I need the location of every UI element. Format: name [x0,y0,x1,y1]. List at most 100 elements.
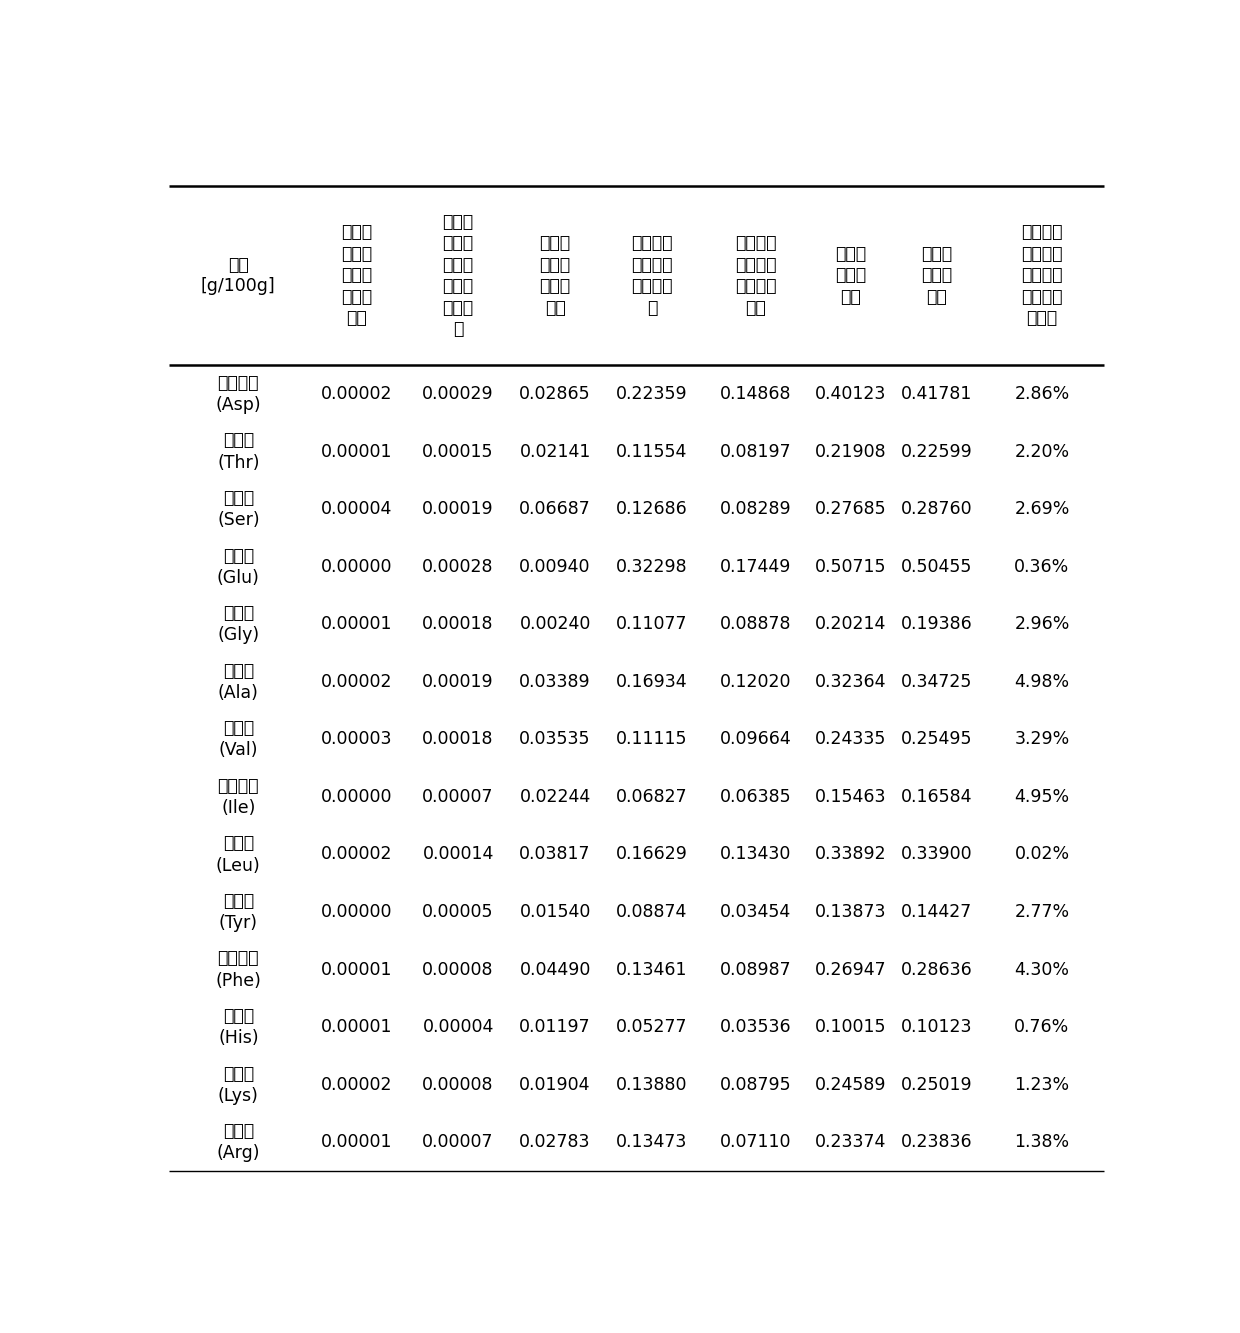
Text: 苏氨酸
(Thr): 苏氨酸 (Thr) [217,432,259,472]
Text: 4.95%: 4.95% [1014,788,1070,806]
Text: 0.03454: 0.03454 [719,902,791,921]
Text: 0.16934: 0.16934 [616,673,688,690]
Text: 0.13430: 0.13430 [719,845,791,864]
Text: 0.08987: 0.08987 [719,961,791,978]
Text: 亮氨酸
(Leu): 亮氨酸 (Leu) [216,834,260,874]
Text: 0.00002: 0.00002 [321,845,393,864]
Text: 0.00019: 0.00019 [423,500,494,519]
Text: 0.33892: 0.33892 [815,845,887,864]
Text: 0.04490: 0.04490 [520,961,590,978]
Text: 0.03389: 0.03389 [520,673,591,690]
Text: 0.22599: 0.22599 [900,443,972,461]
Text: 0.13880: 0.13880 [616,1076,688,1093]
Text: 0.12020: 0.12020 [719,673,791,690]
Text: 0.00002: 0.00002 [321,673,393,690]
Text: 0.02%: 0.02% [1014,845,1070,864]
Text: 天冬氨酸
(Asp): 天冬氨酸 (Asp) [216,375,262,415]
Text: 丙氨酸
(Ala): 丙氨酸 (Ala) [218,661,259,702]
Text: 0.00001: 0.00001 [321,616,393,633]
Text: 赖氨酸
(Lys): 赖氨酸 (Lys) [218,1065,259,1105]
Text: 0.00003: 0.00003 [321,730,393,748]
Text: 0.11115: 0.11115 [616,730,688,748]
Text: 0.08874: 0.08874 [616,902,688,921]
Text: 0.20214: 0.20214 [815,616,885,633]
Text: 0.50455: 0.50455 [900,557,972,576]
Text: 0.05277: 0.05277 [616,1018,688,1036]
Text: 0.08289: 0.08289 [719,500,791,519]
Text: 0.03536: 0.03536 [719,1018,791,1036]
Text: 0.08878: 0.08878 [719,616,791,633]
Text: 细胞内可
溶的蛋白
水解氨基
酸: 细胞内可 溶的蛋白 水解氨基 酸 [631,235,673,317]
Text: 0.00001: 0.00001 [321,1133,393,1152]
Text: 0.11554: 0.11554 [616,443,688,461]
Text: 0.16584: 0.16584 [900,788,972,806]
Text: 0.06687: 0.06687 [520,500,591,519]
Text: 0.28636: 0.28636 [900,961,972,978]
Text: 0.00029: 0.00029 [423,385,494,403]
Text: 0.00008: 0.00008 [423,1076,494,1093]
Text: 苯丙氨酸
(Phe): 苯丙氨酸 (Phe) [216,949,262,989]
Text: 4.98%: 4.98% [1014,673,1070,690]
Text: 0.00018: 0.00018 [423,616,494,633]
Text: 0.10015: 0.10015 [815,1018,887,1036]
Text: 0.33900: 0.33900 [900,845,972,864]
Text: 0.12686: 0.12686 [616,500,688,519]
Text: 络氨酸
(Tyr): 络氨酸 (Tyr) [218,892,258,932]
Text: 组氨酸
(His): 组氨酸 (His) [218,1006,259,1048]
Text: 0.00014: 0.00014 [423,845,494,864]
Text: 0.00000: 0.00000 [321,902,393,921]
Text: 0.00007: 0.00007 [423,788,494,806]
Text: 0.02141: 0.02141 [520,443,590,461]
Text: 0.24335: 0.24335 [815,730,885,748]
Text: 0.00004: 0.00004 [321,500,393,519]
Text: 0.14427: 0.14427 [900,902,972,921]
Text: 0.27685: 0.27685 [815,500,887,519]
Text: 2.86%: 2.86% [1014,385,1070,403]
Text: 0.28760: 0.28760 [900,500,972,519]
Text: 0.09664: 0.09664 [719,730,791,748]
Text: 2.69%: 2.69% [1014,500,1070,519]
Text: 0.16629: 0.16629 [616,845,688,864]
Text: 0.50715: 0.50715 [815,557,887,576]
Text: 0.00004: 0.00004 [423,1018,494,1036]
Text: 0.03535: 0.03535 [520,730,590,748]
Text: 甘氨酸
(Gly): 甘氨酸 (Gly) [217,604,259,644]
Text: 细胞间
隙液中
可溶的
游离氨
基酸: 细胞间 隙液中 可溶的 游离氨 基酸 [341,224,372,328]
Text: 0.08795: 0.08795 [719,1076,791,1093]
Text: 1.23%: 1.23% [1014,1076,1070,1093]
Text: 谷氨酸
(Glu): 谷氨酸 (Glu) [217,547,260,587]
Text: 丝氨酸
(Ser): 丝氨酸 (Ser) [217,489,259,529]
Text: 0.02783: 0.02783 [520,1133,590,1152]
Text: 0.25019: 0.25019 [900,1076,972,1093]
Text: 异亮氨酸
(Ile): 异亮氨酸 (Ile) [217,777,259,817]
Text: 0.00001: 0.00001 [321,1018,393,1036]
Text: 0.24589: 0.24589 [815,1076,887,1093]
Text: 细胞内
可溶的
游离氨
基酸: 细胞内 可溶的 游离氨 基酸 [539,235,570,317]
Text: 0.00000: 0.00000 [321,557,393,576]
Text: 0.23374: 0.23374 [815,1133,885,1152]
Text: 1.38%: 1.38% [1014,1133,1070,1152]
Text: 精氨酸
(Arg): 精氨酸 (Arg) [217,1122,260,1162]
Text: 0.11077: 0.11077 [616,616,688,633]
Text: 0.32364: 0.32364 [815,673,887,690]
Text: 0.01197: 0.01197 [520,1018,591,1036]
Text: 0.41781: 0.41781 [900,385,972,403]
Text: 2.20%: 2.20% [1014,443,1070,461]
Text: 五部分
氨基酸
加和: 五部分 氨基酸 加和 [835,245,866,307]
Text: 0.13873: 0.13873 [815,902,887,921]
Text: 2.96%: 2.96% [1014,616,1070,633]
Text: 0.40123: 0.40123 [815,385,885,403]
Text: 0.00240: 0.00240 [520,616,590,633]
Text: 0.06385: 0.06385 [719,788,791,806]
Text: 细胞内不
可溶的蛋
白水解氨
基酸: 细胞内不 可溶的蛋 白水解氨 基酸 [734,235,776,317]
Text: 五部分加
和与总水
解氨基酸
含量的变
异系数: 五部分加 和与总水 解氨基酸 含量的变 异系数 [1022,224,1063,328]
Text: 0.00018: 0.00018 [423,730,494,748]
Text: 0.01904: 0.01904 [520,1076,590,1093]
Text: 0.10123: 0.10123 [900,1018,972,1036]
Text: 0.02865: 0.02865 [520,385,591,403]
Text: 0.01540: 0.01540 [520,902,590,921]
Text: 细胞间
隙液中
可溶的
蛋白水
解氨基
酸: 细胞间 隙液中 可溶的 蛋白水 解氨基 酸 [443,213,474,339]
Text: 0.25495: 0.25495 [900,730,972,748]
Text: 0.00015: 0.00015 [423,443,494,461]
Text: 0.19386: 0.19386 [900,616,972,633]
